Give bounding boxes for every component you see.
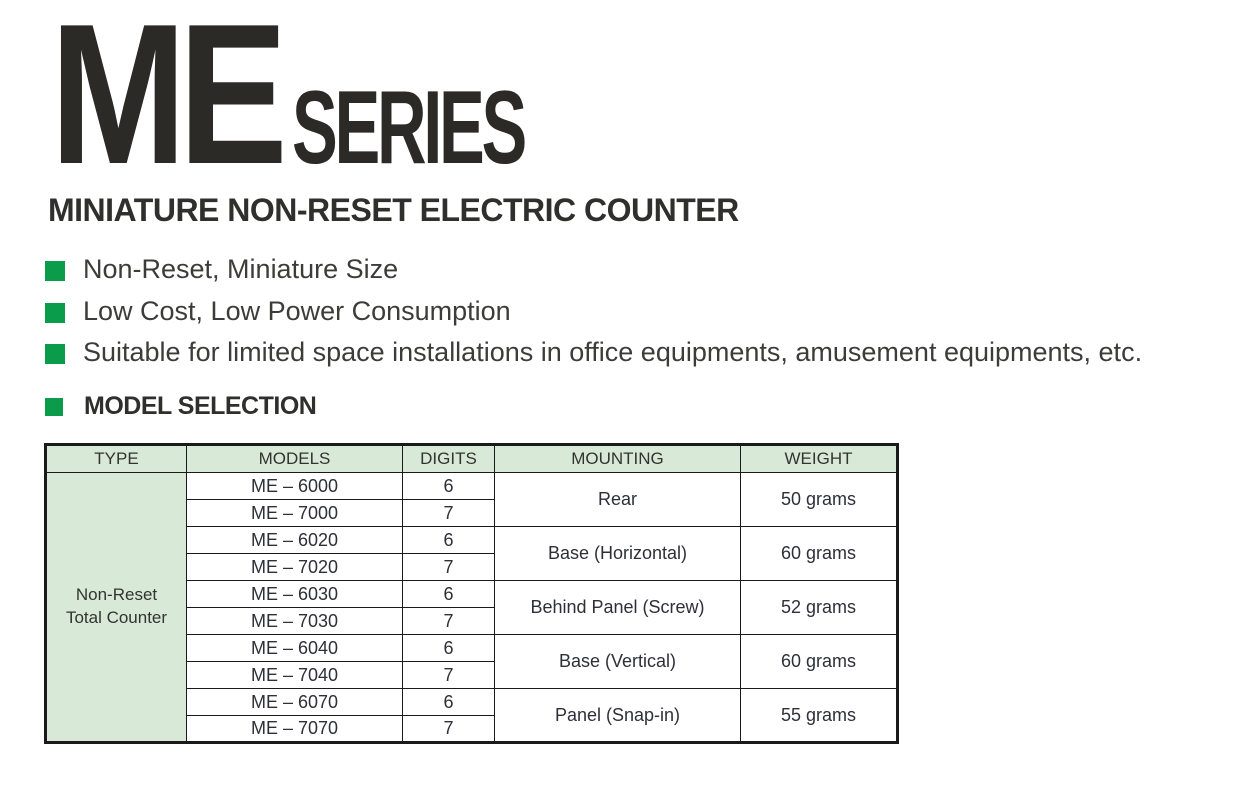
type-cell: Non-Reset Total Counter: [45, 472, 187, 744]
model-cell: ME – 7000: [186, 499, 403, 528]
model-cell: ME – 6020: [186, 526, 403, 555]
mounting-cell: Behind Panel (Screw): [494, 580, 741, 636]
mounting-cell: Base (Vertical): [494, 634, 741, 690]
table-header: TYPE MODELS DIGITS MOUNTING WEIGHT: [45, 444, 898, 474]
column-header-models: MODELS: [186, 444, 403, 474]
weight-cell: 50 grams: [740, 472, 898, 528]
section-heading-model-selection: MODEL SELECTION: [45, 392, 1243, 421]
green-square-bullet-icon: [45, 397, 63, 416]
model-cell: ME – 6070: [186, 688, 403, 717]
series-title-main: ME: [50, 0, 288, 206]
green-square-bullet-icon: [45, 302, 65, 323]
page-header: ME SERIES MINIATURE NON-RESET ELECTRIC C…: [0, 0, 1243, 229]
weight-cell: 55 grams: [740, 688, 898, 744]
model-cell: ME – 7070: [186, 715, 403, 744]
table-row: ME – 7040 7: [46, 661, 898, 690]
table-row: ME – 7020 7: [46, 553, 898, 582]
digits-cell: 6: [402, 580, 495, 609]
column-header-digits: DIGITS: [402, 444, 495, 474]
green-square-bullet-icon: [45, 261, 65, 281]
digits-cell: 6: [402, 634, 495, 663]
column-header-weight: WEIGHT: [740, 444, 898, 474]
table-header-row: TYPE MODELS DIGITS MOUNTING WEIGHT: [45, 444, 898, 474]
model-cell: ME – 7020: [186, 553, 403, 582]
digits-cell: 7: [402, 715, 495, 744]
table-row: ME – 7070 7: [46, 715, 898, 744]
feature-text: Low Cost, Low Power Consumption: [83, 295, 511, 326]
feature-text: Non-Reset, Miniature Size: [83, 254, 399, 284]
mounting-cell: Rear: [494, 472, 741, 528]
model-cell: ME – 6030: [186, 580, 403, 609]
feature-list: Non-Reset, Miniature Size Low Cost, Low …: [45, 254, 1243, 368]
section-heading-text: MODEL SELECTION: [84, 392, 317, 421]
digits-cell: 7: [402, 499, 495, 528]
column-header-mounting: MOUNTING: [494, 444, 741, 474]
green-square-bullet-icon: [45, 344, 65, 365]
digits-cell: 6: [402, 688, 495, 717]
table-row: ME – 7000 7: [46, 499, 898, 528]
column-header-type: TYPE: [45, 444, 187, 474]
series-title-suffix: SERIES: [292, 70, 527, 186]
weight-cell: 52 grams: [740, 580, 898, 636]
weight-cell: 60 grams: [740, 634, 898, 690]
model-cell: ME – 7030: [186, 607, 403, 636]
table-row: ME – 6020 6 Base (Horizontal) 60 grams: [46, 526, 898, 582]
feature-text: Suitable for limited space installations…: [83, 337, 1143, 368]
table-body: Non-Reset Total Counter ME – 6000 6 Rear…: [45, 472, 898, 744]
model-selection-table: TYPE MODELS DIGITS MOUNTING WEIGHT Non-R…: [44, 443, 899, 745]
digits-cell: 7: [402, 607, 495, 636]
feature-item: Suitable for limited space installations…: [45, 338, 1243, 368]
weight-cell: 60 grams: [740, 526, 898, 582]
digits-cell: 6: [402, 526, 495, 555]
mounting-cell: Base (Horizontal): [494, 526, 741, 582]
model-cell: ME – 6040: [186, 634, 403, 663]
model-cell: ME – 6000: [186, 472, 403, 501]
digits-cell: 7: [402, 553, 495, 582]
product-subtitle: MINIATURE NON-RESET ELECTRIC COUNTER: [48, 192, 739, 228]
table-row: Non-Reset Total Counter ME – 6000 6 Rear…: [45, 472, 898, 744]
digits-cell: 6: [402, 472, 495, 501]
table-row: ME – 6040 6 Base (Vertical) 60 grams: [46, 634, 898, 690]
series-title: ME SERIES: [50, 0, 1243, 206]
digits-cell: 7: [402, 661, 495, 690]
mounting-cell: Panel (Snap-in): [494, 688, 741, 744]
model-cell: ME – 7040: [186, 661, 403, 690]
feature-item: Low Cost, Low Power Consumption: [45, 295, 1243, 327]
table-row: ME – 6030 6 Behind Panel (Screw) 52 gram…: [46, 580, 898, 636]
feature-item: Non-Reset, Miniature Size: [45, 254, 1243, 285]
